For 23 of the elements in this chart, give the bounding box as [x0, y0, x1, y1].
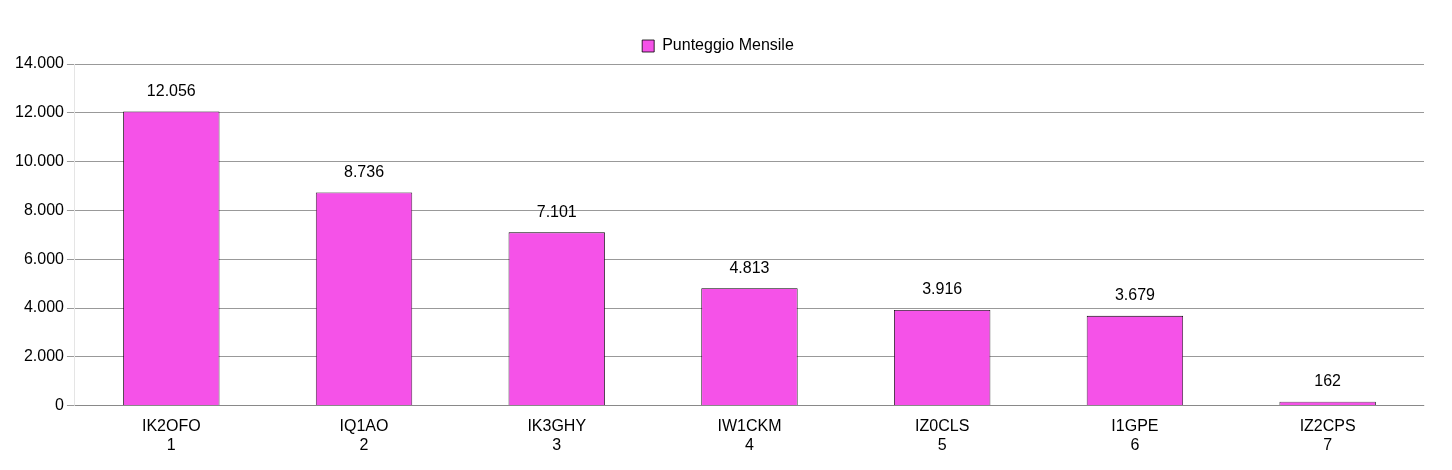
x-tick-label: IW1CKM 4	[717, 416, 782, 453]
data-label: 7.101	[536, 202, 577, 220]
data-label: 162	[1314, 372, 1342, 390]
x-tick-label: I1GPE 6	[1111, 416, 1159, 453]
x-tick-label: IK3GHY 3	[527, 416, 587, 453]
x-tick-label: IZ0CLS 5	[915, 416, 970, 453]
y-tick-label: 8.000	[23, 200, 65, 218]
data-label: 3.916	[922, 280, 963, 298]
x-tick-label: IK2OFO 1	[141, 416, 201, 453]
data-label: 8.736	[344, 162, 385, 180]
y-tick-label: 6.000	[23, 249, 65, 267]
y-tick-label: 12.000	[15, 103, 65, 121]
data-label: 3.679	[1114, 286, 1156, 304]
data-label: 12.056	[146, 81, 196, 99]
legend-label: Punteggio Mensile	[662, 36, 794, 54]
data-label: 4.813	[729, 258, 770, 276]
y-tick-label: 2.000	[23, 347, 65, 365]
y-tick-label: 10.000	[15, 152, 65, 170]
y-tick-label: 14.000	[15, 54, 65, 72]
x-tick-label: IQ1AO 2	[339, 416, 389, 453]
x-tick-label: IZ2CPS 7	[1299, 416, 1356, 453]
y-tick-label: 4.000	[23, 298, 65, 316]
y-tick-label: 0	[55, 396, 65, 414]
